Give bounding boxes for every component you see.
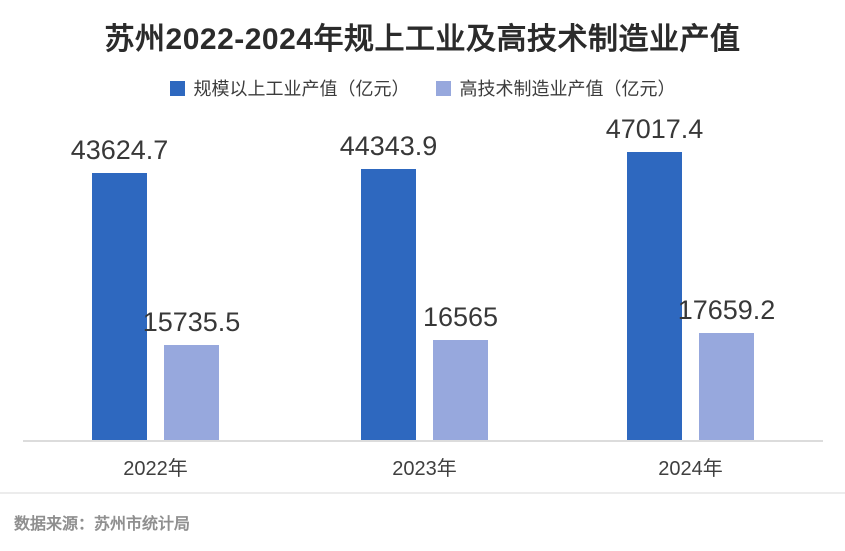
bar-hightech-2024 xyxy=(699,333,754,442)
value-label-industrial-2023: 44343.9 xyxy=(339,131,438,161)
legend: 规模以上工业产值（亿元） 高技术制造业产值（亿元） xyxy=(0,75,845,101)
legend-label-hightech: 高技术制造业产值（亿元） xyxy=(459,79,676,99)
bar-industrial-2022 xyxy=(92,173,147,442)
bar-industrial-2024 xyxy=(627,152,682,442)
bar-hightech-2023 xyxy=(433,340,488,442)
footer-divider xyxy=(0,492,845,494)
x-tick-label-2023: 2023年 xyxy=(392,458,457,480)
value-label-hightech-2024: 17659.2 xyxy=(677,295,776,325)
value-label-hightech-2022: 15735.5 xyxy=(142,307,241,337)
data-source: 数据来源：苏州市统计局 xyxy=(14,516,191,533)
legend-swatch-industrial-icon xyxy=(169,80,185,96)
x-axis-line xyxy=(23,440,823,442)
chart-title: 苏州2022-2024年规上工业及高技术制造业产值 xyxy=(104,23,741,56)
value-label-hightech-2023: 16565 xyxy=(422,302,499,332)
legend-item-industrial: 规模以上工业产值（亿元） xyxy=(169,75,410,101)
bar-industrial-2023 xyxy=(361,169,416,442)
value-label-industrial-2022: 43624.7 xyxy=(70,135,169,165)
legend-item-hightech: 高技术制造业产值（亿元） xyxy=(435,75,676,101)
bar-hightech-2022 xyxy=(164,345,219,442)
value-label-industrial-2024: 47017.4 xyxy=(605,114,704,144)
x-tick-label-2022: 2022年 xyxy=(123,458,188,480)
legend-swatch-hightech-icon xyxy=(435,80,451,96)
legend-label-industrial: 规模以上工业产值（亿元） xyxy=(193,79,410,99)
x-tick-label-2024: 2024年 xyxy=(658,458,723,480)
